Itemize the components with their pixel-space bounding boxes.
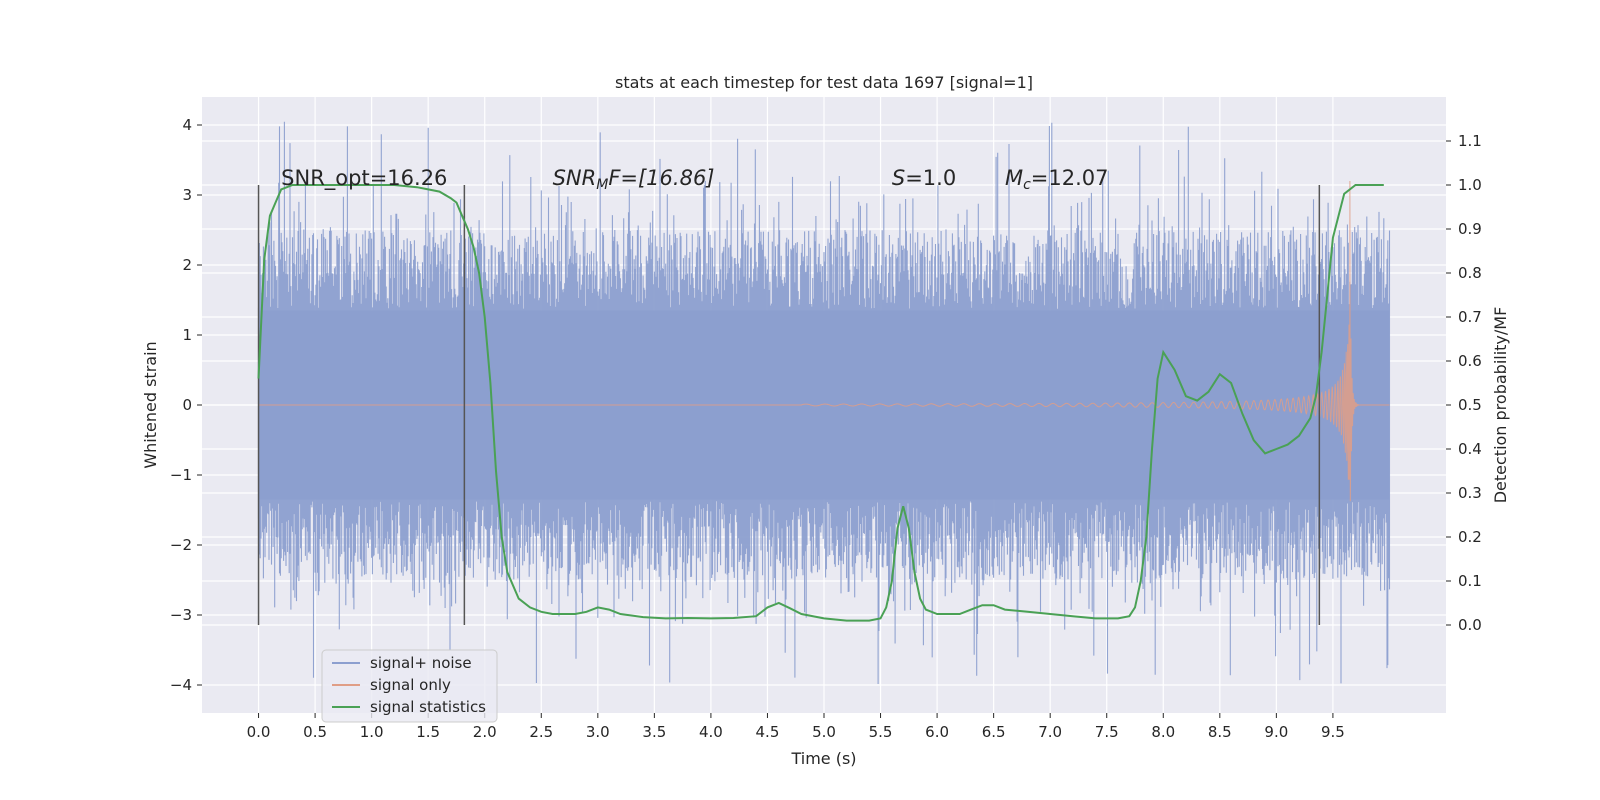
signal-statistics-series <box>257 184 1384 622</box>
x-tick-label: 7.0 <box>1038 723 1062 741</box>
signal-only-series <box>258 180 1390 502</box>
vertical-markers <box>257 185 1321 625</box>
y-tick-label-right: 0.9 <box>1458 220 1482 238</box>
y-tick-label-right: 0.6 <box>1458 352 1482 370</box>
y-tick-label-left: 2 <box>182 256 192 274</box>
y-tick-label-right: 0.0 <box>1458 616 1482 634</box>
annotation-mc-sub: c <box>1023 177 1031 193</box>
y-tick-label-right: 0.2 <box>1458 528 1482 546</box>
annotation-snr-mf: SNRMF=[16.86] <box>553 166 715 193</box>
legend-label-signal-only: signal only <box>370 676 451 694</box>
annotation-mc: Mc=12.07 <box>1005 166 1109 193</box>
x-tick-label: 8.0 <box>1151 723 1175 741</box>
x-tick-label: 4.0 <box>699 723 723 741</box>
annotation-snr-mf-base: SNR <box>553 166 597 190</box>
y-tick-label-left: −3 <box>170 606 192 624</box>
x-tick-label: 6.0 <box>925 723 949 741</box>
legend-label-signal-noise: signal+ noise <box>370 654 472 672</box>
y-tick-label-right: 0.3 <box>1458 484 1482 502</box>
y-tick-label-right: 0.5 <box>1458 396 1482 414</box>
annotation-snr-opt: SNR_opt=16.26 <box>281 166 447 191</box>
y-tick-label-right: 0.1 <box>1458 572 1482 590</box>
y-tick-label-right: 1.1 <box>1458 132 1482 150</box>
x-tick-label: 5.5 <box>869 723 893 741</box>
x-tick-label: 2.0 <box>473 723 497 741</box>
x-tick-label: 9.0 <box>1264 723 1288 741</box>
annotation-snr-mf-rest: F=[16.86] <box>608 166 714 190</box>
y-tick-label-left: 1 <box>182 326 192 344</box>
chart-title: stats at each timestep for test data 169… <box>615 73 1033 92</box>
x-tick-label: 9.5 <box>1321 723 1345 741</box>
signal-only-trace <box>258 180 1390 502</box>
x-tick-label: 3.5 <box>642 723 666 741</box>
y-tick-label-left: 0 <box>182 396 192 414</box>
x-tick-label: 3.0 <box>586 723 610 741</box>
y-axis-left-ticks: 4 3 2 1 0 −1 −2 −3 −4 <box>170 116 202 694</box>
signal-statistics-trace <box>257 184 1384 622</box>
x-tick-label: 7.5 <box>1095 723 1119 741</box>
annotation-s-base: S <box>892 166 905 190</box>
x-tick-label: 6.5 <box>982 723 1006 741</box>
y-axis-right-ticks: 1.1 1.0 0.9 0.8 0.7 0.6 0.5 0.4 0.3 0.2 0.1 0.0 <box>1446 132 1482 634</box>
annotation-mc-base: M <box>1005 166 1023 190</box>
y-axis-label-left: Whitened strain <box>141 341 160 468</box>
y-tick-label-right: 1.0 <box>1458 176 1482 194</box>
y-tick-label-left: 4 <box>182 116 192 134</box>
x-tick-label: 0.0 <box>247 723 271 741</box>
x-tick-label: 0.5 <box>303 723 327 741</box>
x-tick-label: 5.0 <box>812 723 836 741</box>
annotation-s: S=1.0 <box>892 166 956 190</box>
y-tick-label-left: −1 <box>170 466 192 484</box>
annotation-snr-mf-sub: M <box>596 177 608 193</box>
x-tick-label: 1.0 <box>360 723 384 741</box>
x-tick-label: 2.5 <box>529 723 553 741</box>
y-tick-label-right: 0.4 <box>1458 440 1482 458</box>
y-tick-label-right: 0.8 <box>1458 264 1482 282</box>
x-tick-label: 1.5 <box>416 723 440 741</box>
x-axis-ticks: 0.0 0.5 1.0 1.5 2.0 2.5 3.0 3.5 4.0 4.5 5.0 5.5 6.0 6… <box>247 713 1345 741</box>
x-axis-label: Time (s) <box>790 749 856 768</box>
legend: signal+ noise signal only signal statist… <box>321 649 498 723</box>
annotation-mc-rest: =12.07 <box>1031 166 1109 190</box>
legend-box <box>321 649 498 723</box>
annotation-s-rest: =1.0 <box>905 166 956 190</box>
y-tick-label-left: 3 <box>182 186 192 204</box>
y-tick-label-right: 0.7 <box>1458 308 1482 326</box>
x-tick-label: 8.5 <box>1208 723 1232 741</box>
y-tick-label-left: −4 <box>170 676 192 694</box>
x-tick-label: 4.5 <box>756 723 780 741</box>
y-tick-label-left: −2 <box>170 536 192 554</box>
y-axis-label-right: Detection probability/MF <box>1491 307 1510 504</box>
legend-label-signal-statistics: signal statistics <box>370 698 486 716</box>
